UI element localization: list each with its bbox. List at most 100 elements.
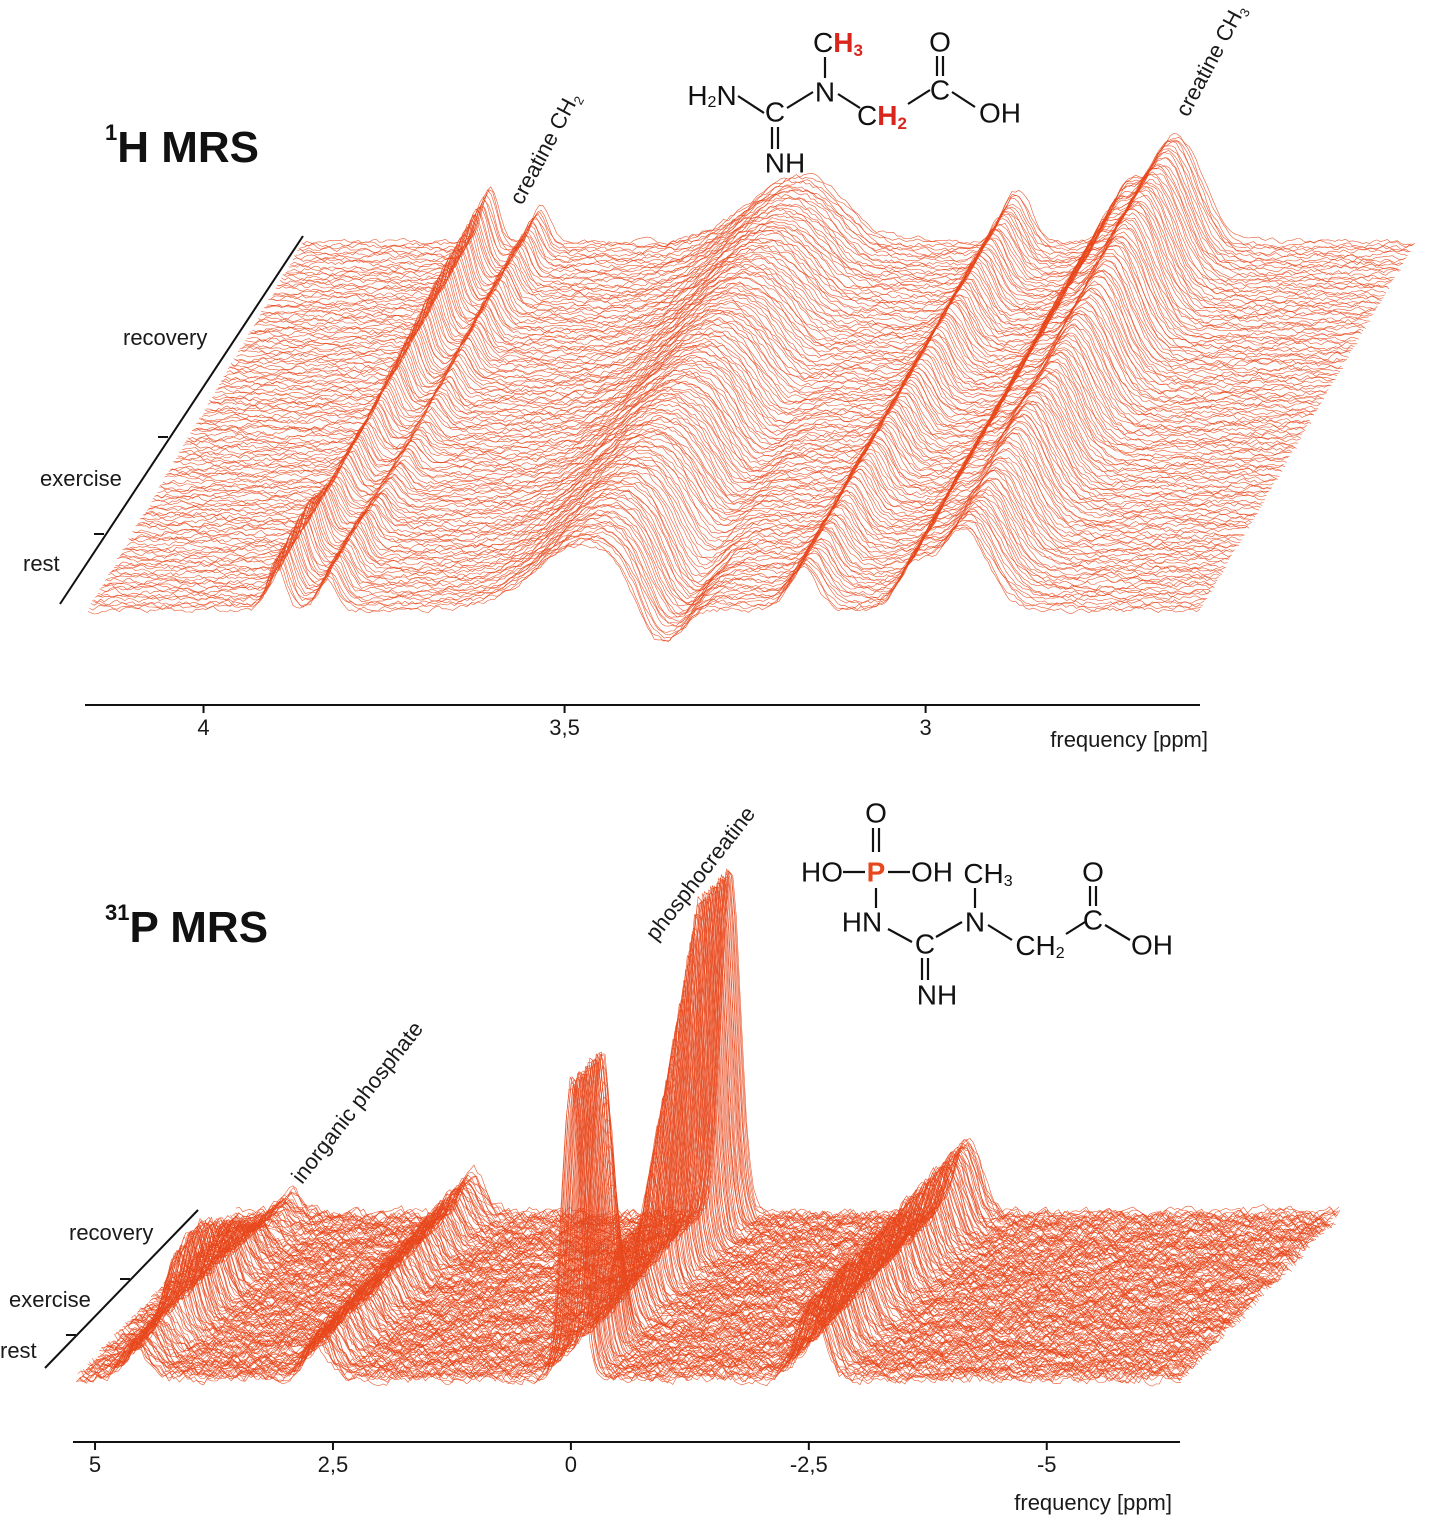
h-spectrum-trace: [222, 280, 1335, 385]
h-spectrum-trace: [145, 419, 1258, 526]
p-spectrum-trace: [103, 1053, 1208, 1358]
p-spectrum-trace: [134, 1230, 1240, 1327]
h-spectrum-trace: [226, 269, 1339, 377]
h-spectrum-trace: [235, 255, 1348, 363]
p-mrs-title: 31P MRS: [105, 900, 268, 952]
h-spectrum-trace: [119, 469, 1232, 591]
p-spectrum-trace: [116, 1171, 1221, 1344]
p-spectrum-trace: [226, 877, 1332, 1231]
h-spectrum-trace: [243, 238, 1356, 347]
p-label-rest: rest: [0, 1338, 37, 1363]
h-spectrum-trace: [159, 395, 1273, 499]
p-spectrum-trace: [154, 1186, 1259, 1306]
h-spectrum-trace: [206, 312, 1319, 416]
h-x-tick-label: 3: [919, 715, 931, 740]
p-spectrum-trace: [200, 927, 1305, 1259]
h-spectrum-trace: [213, 296, 1326, 404]
h-spectrum-trace: [255, 217, 1368, 328]
h-spectrum-trace: [99, 510, 1212, 622]
svg-text:HO: HO: [801, 857, 843, 888]
h-spectrum-trace: [265, 200, 1378, 311]
h-spectrum-trace: [113, 481, 1227, 600]
h-mrs-waterfall: [87, 133, 1416, 643]
p-spectrum-trace: [211, 897, 1317, 1247]
h-spectrum-trace: [200, 324, 1313, 427]
h-spectrum-trace: [122, 466, 1235, 586]
p-spectrum-trace: [83, 1072, 1189, 1379]
p-spectrum-trace: [92, 1065, 1198, 1370]
h-x-tick-label: 3,5: [549, 715, 580, 740]
h-spectrum-trace: [233, 260, 1346, 365]
h-spectrum-trace: [272, 185, 1385, 298]
h-time-axis: [59, 235, 304, 605]
svg-text:H2N: H2N: [687, 80, 736, 111]
p-spectrum-trace: [150, 1203, 1256, 1311]
h-spectrum-trace: [112, 486, 1225, 604]
h-spectrum-trace: [105, 499, 1218, 614]
h-spectrum-trace: [217, 287, 1330, 394]
p-spectrum-trace: [137, 1231, 1242, 1324]
h-spectrum-trace: [157, 400, 1270, 505]
h-spectrum-trace: [181, 358, 1294, 463]
svg-text:CH2: CH2: [857, 100, 907, 133]
p-x-tick-label: 5: [89, 1452, 101, 1477]
h-spectrum-trace: [245, 237, 1358, 345]
h-spectrum-trace: [275, 182, 1388, 293]
p-time-axis: [44, 1209, 199, 1369]
h-spectrum-trace: [102, 502, 1215, 615]
p-spectrum-trace: [161, 1142, 1266, 1299]
p-spectrum-trace: [98, 1058, 1203, 1364]
svg-text:OH: OH: [911, 857, 953, 888]
h-spectrum-trace: [294, 148, 1407, 262]
h-spectrum-trace: [298, 140, 1411, 254]
p-spectrum-trace: [158, 1160, 1264, 1302]
p-spectrum-trace: [130, 1232, 1235, 1331]
h-spectrum-trace: [248, 231, 1361, 341]
p-spectrum-trace: [85, 1071, 1190, 1379]
p-spectrum-trace: [147, 1221, 1252, 1314]
p-spectrum-trace: [112, 1118, 1217, 1349]
svg-text:O: O: [1082, 857, 1104, 888]
h-spectrum-trace: [171, 376, 1284, 481]
h-spectrum-trace: [196, 332, 1309, 436]
p-spectrum-trace: [175, 1063, 1281, 1284]
h-spectrum-trace: [177, 368, 1290, 472]
svg-text:OH: OH: [1131, 930, 1173, 961]
h-spectrum-trace: [207, 310, 1320, 414]
svg-text:P: P: [867, 857, 886, 888]
h-spectrum-trace: [220, 284, 1333, 387]
p-x-tick-label: -2,5: [790, 1452, 828, 1477]
h-x-axis-label: frequency [ppm]: [1050, 727, 1208, 752]
h-spectrum-trace: [209, 306, 1322, 411]
h-label-exercise: exercise: [40, 466, 122, 491]
peak-label-creatine-ch2: creatine CH2: [504, 88, 587, 210]
svg-text:C: C: [1083, 905, 1103, 936]
h-spectrum-trace: [139, 432, 1253, 539]
p-x-ticks: 5 2,5 0 -2,5 -5: [89, 1442, 1057, 1477]
p-x-tick-label: -5: [1037, 1452, 1057, 1477]
p-spectrum-trace: [231, 876, 1336, 1227]
p-spectrum-trace: [105, 1057, 1210, 1357]
h-spectrum-trace: [134, 442, 1247, 551]
h-spectrum-trace: [193, 335, 1306, 442]
h-spectrum-trace: [256, 212, 1369, 327]
h-spectrum-trace: [197, 326, 1310, 433]
p-spectrum-trace: [173, 1078, 1278, 1287]
h-spectrum-trace: [97, 508, 1211, 624]
p-spectrum-trace: [145, 1220, 1250, 1314]
h-spectrum-trace: [266, 191, 1379, 309]
h-spectrum-trace: [292, 150, 1405, 264]
h-spectrum-trace: [158, 400, 1271, 503]
p-spectrum-trace: [232, 871, 1337, 1226]
h-spectrum-trace: [188, 347, 1302, 450]
h-spectrum-trace: [278, 174, 1391, 289]
h-x-ticks: 4 3,5 3: [197, 705, 932, 740]
h-spectrum-trace: [281, 173, 1394, 284]
p-spectrum-trace: [119, 1224, 1225, 1343]
h-mrs-title: 1H MRS: [105, 120, 259, 172]
h-spectrum-trace: [173, 372, 1286, 478]
h-spectrum-trace: [87, 528, 1201, 643]
phosphocreatine-structure: O HO P OH HN C NH N CH3 CH2 C O OH: [801, 798, 1173, 1011]
h-spectrum-trace: [141, 427, 1254, 534]
p-spectrum-trace: [176, 1054, 1282, 1284]
